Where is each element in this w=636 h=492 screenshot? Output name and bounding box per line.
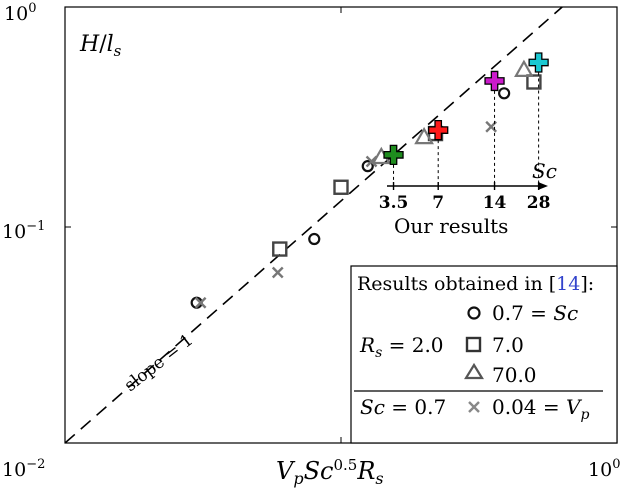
inset-tick-label: 28: [527, 193, 551, 213]
inset-axis-label: Sc: [532, 159, 557, 183]
legend: Results obtained in [14]: 0.7 = Sc Rs = …: [350, 265, 618, 444]
square-marker: [526, 74, 542, 90]
inset-ticks: 3.5 7 14 28: [379, 182, 551, 213]
square-marker: [333, 179, 349, 195]
literature-points: [190, 59, 542, 309]
inset-caption: Our results: [394, 214, 508, 238]
legend-box: [350, 265, 618, 444]
legend-square-marker: [465, 336, 482, 353]
our-results-points: [383, 52, 549, 186]
x-axis-label: VpSc0.5Rs: [276, 456, 384, 488]
triangle-marker: [514, 59, 534, 77]
slope-reference-line: [64, 6, 563, 444]
our-result-plus-marker: [484, 70, 505, 92]
legend-group-rs: Rs = 2.0: [359, 333, 444, 361]
inset-tick-label: 14: [483, 193, 507, 213]
our-result-plus-marker: [528, 52, 549, 73]
x-tick-label-right: 100: [588, 457, 620, 481]
y-axis-label: H/ls: [79, 32, 122, 60]
legend-circle-marker: [467, 306, 481, 320]
legend-group-sc: Sc = 0.7: [360, 395, 446, 419]
inset-tick-label: 7: [432, 193, 444, 213]
legend-row-square-text: 7.0: [492, 333, 524, 357]
our-result-plus-marker: [383, 144, 404, 165]
legend-row-triangle-text: 70.0: [492, 363, 537, 387]
x-marker: [194, 296, 207, 309]
circle-marker: [308, 232, 321, 246]
square-marker: [272, 241, 288, 257]
tick-marks: [65, 7, 617, 443]
x-marker: [271, 266, 284, 279]
circle-marker: [498, 87, 511, 100]
y-tick-label-mid: 10−1: [2, 219, 45, 243]
legend-header: Results obtained in [14]:: [357, 273, 594, 295]
inset-tick-label: 3.5: [379, 193, 409, 213]
inset-axis: Sc Our results: [387, 159, 557, 238]
legend-x-marker: [468, 401, 480, 413]
triangle-marker: [414, 126, 434, 145]
x-marker: [365, 155, 378, 168]
y-tick-label-top: 100: [4, 1, 36, 25]
legend-row-x-text: 0.04 = Vp: [492, 395, 589, 423]
x-tick-label-left: 10−2: [2, 457, 45, 481]
circle-marker: [361, 160, 374, 173]
legend-triangle-marker: [464, 362, 484, 380]
our-result-plus-marker: [428, 119, 449, 141]
slope-label: slope = 1: [121, 330, 197, 396]
legend-row-circle-text: 0.7 = Sc: [492, 301, 578, 325]
